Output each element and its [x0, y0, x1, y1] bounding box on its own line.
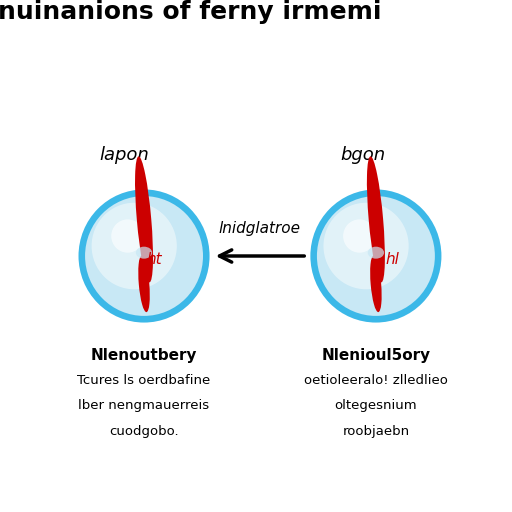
Text: lnidglatroe: lnidglatroe	[219, 221, 301, 236]
Text: Tcures ls oerdbafine: Tcures ls oerdbafine	[77, 374, 210, 387]
Circle shape	[111, 219, 144, 252]
Circle shape	[310, 189, 441, 323]
Circle shape	[324, 203, 409, 289]
Ellipse shape	[370, 256, 381, 312]
Text: Nlenoutbery: Nlenoutbery	[91, 348, 197, 363]
Text: lber nengmauerreis: lber nengmauerreis	[78, 399, 209, 412]
Circle shape	[85, 196, 203, 316]
Text: cuodgobo.: cuodgobo.	[109, 425, 179, 438]
Text: roobjaebn: roobjaebn	[343, 425, 410, 438]
Ellipse shape	[367, 156, 385, 283]
Ellipse shape	[368, 247, 384, 259]
Circle shape	[343, 219, 376, 252]
Circle shape	[78, 189, 209, 323]
Text: hl: hl	[386, 252, 399, 267]
Text: ht: ht	[146, 252, 162, 267]
Text: nuinanions of ferny irmemi: nuinanions of ferny irmemi	[0, 0, 381, 24]
Circle shape	[92, 203, 177, 289]
Text: oetioleeralo! zlledlieo: oetioleeralo! zlledlieo	[304, 374, 448, 387]
Circle shape	[317, 196, 435, 316]
Text: Nlenioul5ory: Nlenioul5ory	[322, 348, 431, 363]
Text: oltegesnium: oltegesnium	[334, 399, 417, 412]
Ellipse shape	[136, 247, 152, 259]
Text: lapon: lapon	[99, 146, 150, 164]
Ellipse shape	[135, 156, 153, 283]
Text: bgon: bgon	[340, 146, 386, 164]
Ellipse shape	[138, 256, 150, 312]
